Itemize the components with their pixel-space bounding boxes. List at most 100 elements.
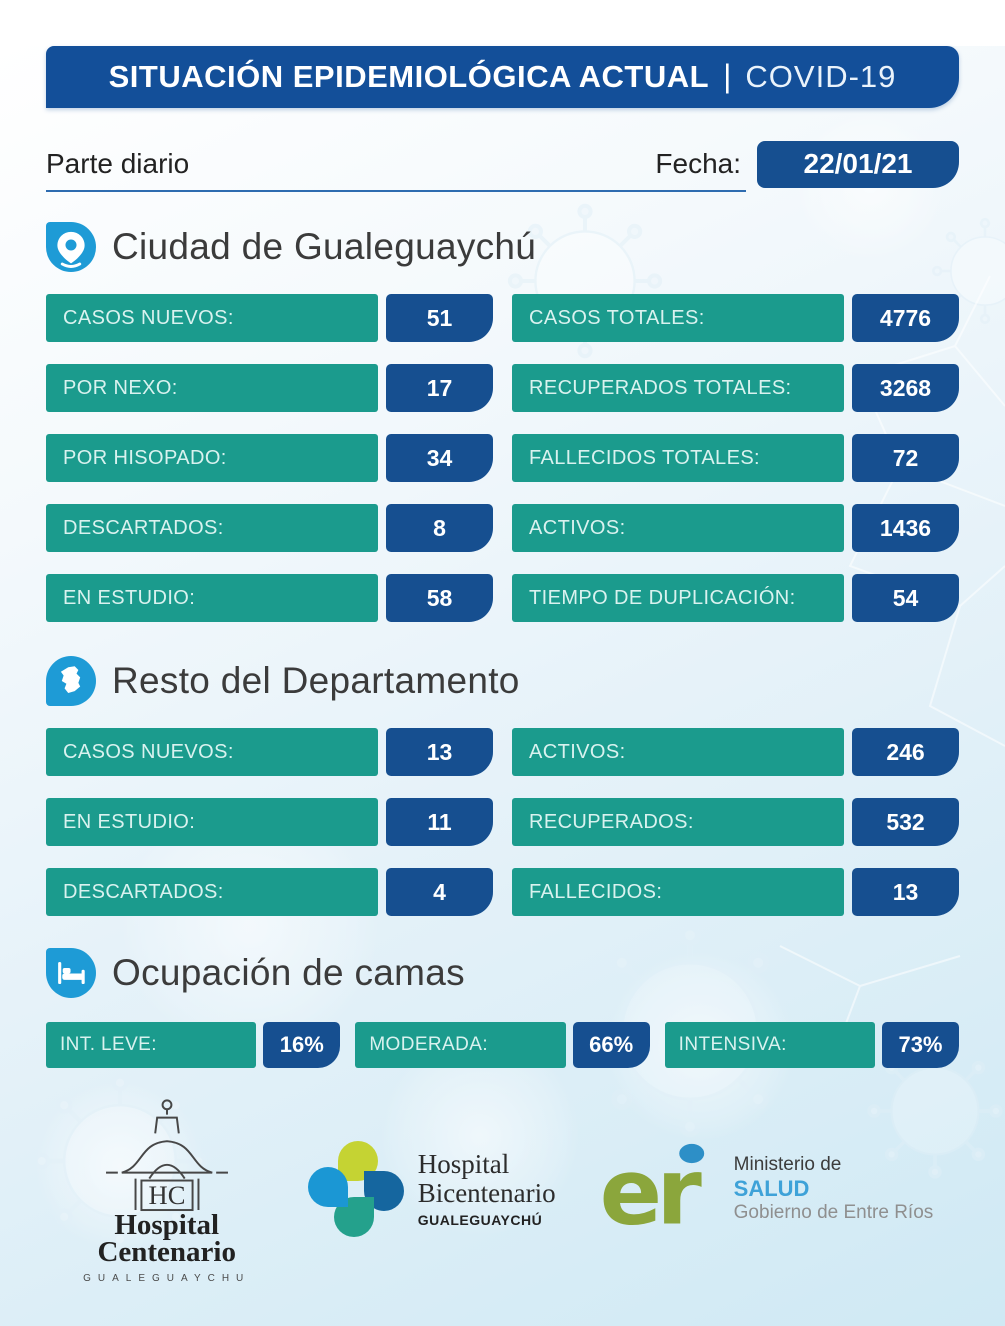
stat-label: INT. LEVE: bbox=[46, 1022, 257, 1068]
bicentenario-name: Hospital Bicentenario GUALEGUAYCHÚ bbox=[417, 1149, 556, 1229]
stat-row: FALLECIDOS: 13 bbox=[512, 868, 959, 916]
report-content: SITUACIÓN EPIDEMIOLÓGICA ACTUAL | COVID-… bbox=[0, 46, 1005, 1284]
section-header-rest: Resto del Departamento bbox=[46, 654, 959, 708]
bicentenario-name-line2: Bicentenario bbox=[417, 1178, 556, 1208]
centenario-name-line2: Centenario bbox=[97, 1236, 236, 1268]
stat-value: 54 bbox=[852, 574, 959, 622]
stat-row: EN ESTUDIO: 58 bbox=[46, 574, 493, 622]
stat-row: MODERADA: 66% bbox=[355, 1022, 650, 1068]
location-pin-icon bbox=[46, 222, 96, 272]
stat-value: 532 bbox=[852, 798, 959, 846]
stat-row: TIEMPO DE DUPLICACIÓN: 54 bbox=[512, 574, 959, 622]
stat-row: INT. LEVE: 16% bbox=[46, 1022, 341, 1068]
stat-value: 1436 bbox=[852, 504, 959, 552]
stat-row: CASOS NUEVOS: 51 bbox=[46, 294, 493, 342]
banner-subtitle: COVID-19 bbox=[745, 59, 897, 94]
stat-label: FALLECIDOS: bbox=[512, 868, 844, 916]
stat-row: ACTIVOS: 1436 bbox=[512, 504, 959, 552]
stat-row: POR NEXO: 17 bbox=[46, 364, 493, 412]
stat-value: 8 bbox=[386, 504, 493, 552]
stat-row: RECUPERADOS: 532 bbox=[512, 798, 959, 846]
report-type-label: Parte diario bbox=[46, 148, 190, 179]
stat-value: 4 bbox=[386, 868, 493, 916]
stat-row: CASOS NUEVOS: 13 bbox=[46, 728, 493, 776]
stat-label: INTENSIVA: bbox=[664, 1022, 875, 1068]
petal-blue bbox=[307, 1167, 348, 1207]
stat-row: POR HISOPADO: 34 bbox=[46, 434, 493, 482]
stat-label: EN ESTUDIO: bbox=[46, 574, 378, 622]
city-stats-grid: CASOS NUEVOS: 51 CASOS TOTALES: 4776 POR N… bbox=[46, 294, 959, 622]
stat-row: FALLECIDOS TOTALES: 72 bbox=[512, 434, 959, 482]
stat-label: TIEMPO DE DUPLICACIÓN: bbox=[512, 574, 844, 622]
stat-label: MODERADA: bbox=[355, 1022, 566, 1068]
ministerio-text: Ministerio de SALUD Gobierno de Entre Rí… bbox=[734, 1153, 934, 1225]
hospital-centenario-logo: HC Hospital Centenario GUALEGUAYCHU bbox=[72, 1094, 262, 1284]
stat-row: EN ESTUDIO: 11 bbox=[46, 798, 493, 846]
stat-label: ACTIVOS: bbox=[512, 504, 844, 552]
building-dome-icon: HC bbox=[105, 1099, 228, 1212]
stat-row: DESCARTADOS: 4 bbox=[46, 868, 493, 916]
hospital-bicentenario-logo: Hospital Bicentenario GUALEGUAYCHÚ bbox=[307, 1141, 556, 1237]
section-title-beds: Ocupación de camas bbox=[112, 952, 465, 993]
stat-label: RECUPERADOS: bbox=[512, 798, 844, 846]
stat-label: DESCARTADOS: bbox=[46, 868, 378, 916]
stat-row: ACTIVOS: 246 bbox=[512, 728, 959, 776]
stat-label: ACTIVOS: bbox=[512, 728, 844, 776]
beds-stats-row: INT. LEVE: 16% MODERADA: 66% INTENSIVA: 73% bbox=[46, 1022, 959, 1068]
stat-value: 34 bbox=[386, 434, 493, 482]
rest-stats-grid: CASOS NUEVOS: 13 ACTIVOS: 246 EN ESTUDIO: 1… bbox=[46, 728, 959, 916]
stat-value: 58 bbox=[386, 574, 493, 622]
stat-value: 13 bbox=[852, 868, 959, 916]
section-title-city: Ciudad de Gualeguaychú bbox=[112, 226, 537, 267]
ministerio-line2: SALUD bbox=[733, 1176, 810, 1201]
stat-row: DESCARTADOS: 8 bbox=[46, 504, 493, 552]
stat-label: CASOS NUEVOS: bbox=[46, 294, 378, 342]
petal-cross-icon bbox=[307, 1141, 404, 1237]
stat-label: DESCARTADOS: bbox=[46, 504, 378, 552]
stat-label: FALLECIDOS TOTALES: bbox=[512, 434, 844, 482]
stat-value: 4776 bbox=[852, 294, 959, 342]
stat-value: 66% bbox=[572, 1022, 650, 1068]
stat-value: 51 bbox=[386, 294, 493, 342]
department-map-icon bbox=[46, 656, 96, 706]
stat-value: 246 bbox=[852, 728, 959, 776]
stat-value: 72 bbox=[852, 434, 959, 482]
stat-label: CASOS NUEVOS: bbox=[46, 728, 378, 776]
stat-label: CASOS TOTALES: bbox=[512, 294, 844, 342]
stat-label: EN ESTUDIO: bbox=[46, 798, 378, 846]
date-row: Parte diario Fecha: 22/01/21 bbox=[46, 140, 959, 192]
stat-label: POR NEXO: bbox=[46, 364, 378, 412]
bed-icon bbox=[46, 948, 96, 998]
banner-title: SITUACIÓN EPIDEMIOLÓGICA ACTUAL bbox=[108, 59, 710, 94]
ministerio-line3: Gobierno de Entre Ríos bbox=[733, 1202, 934, 1223]
stat-label: POR HISOPADO: bbox=[46, 434, 378, 482]
date-underline bbox=[46, 190, 746, 192]
hc-monogram: HC bbox=[148, 1180, 185, 1210]
stat-row: INTENSIVA: 73% bbox=[664, 1022, 959, 1068]
centenario-name-line1: Hospital bbox=[114, 1209, 220, 1241]
footer-logos: HC Hospital Centenario GUALEGUAYCHU Hosp… bbox=[46, 1094, 959, 1284]
date-badge: 22/01/21 bbox=[757, 140, 959, 188]
stat-value: 17 bbox=[386, 364, 493, 412]
stat-value: 73% bbox=[881, 1022, 959, 1068]
report-page: SITUACIÓN EPIDEMIOLÓGICA ACTUAL | COVID-… bbox=[0, 46, 1005, 1326]
section-title-rest: Resto del Departamento bbox=[112, 660, 520, 701]
stat-row: RECUPERADOS TOTALES: 3268 bbox=[512, 364, 959, 412]
bicentenario-city: GUALEGUAYCHÚ bbox=[417, 1212, 543, 1228]
banner-separator: | bbox=[723, 57, 732, 94]
stat-value: 3268 bbox=[852, 364, 959, 412]
stat-label: RECUPERADOS TOTALES: bbox=[512, 364, 844, 412]
title-banner: SITUACIÓN EPIDEMIOLÓGICA ACTUAL | COVID-… bbox=[46, 46, 959, 108]
ministerio-line1: Ministerio de bbox=[733, 1154, 842, 1175]
bicentenario-name-line1: Hospital bbox=[417, 1149, 510, 1179]
stat-value: 13 bbox=[386, 728, 493, 776]
stat-row: CASOS TOTALES: 4776 bbox=[512, 294, 959, 342]
ministerio-salud-logo: er Ministerio de SALUD Gobierno de Entre… bbox=[602, 1141, 934, 1237]
section-header-beds: Ocupación de camas bbox=[46, 946, 959, 1000]
stat-value: 11 bbox=[386, 798, 493, 846]
entre-rios-er-icon: er bbox=[602, 1141, 708, 1237]
centenario-city: GUALEGUAYCHU bbox=[83, 1273, 251, 1284]
date-label: Fecha: bbox=[655, 148, 741, 179]
centenario-name: Hospital Centenario bbox=[97, 1209, 236, 1268]
section-header-city: Ciudad de Gualeguaychú bbox=[46, 220, 959, 274]
